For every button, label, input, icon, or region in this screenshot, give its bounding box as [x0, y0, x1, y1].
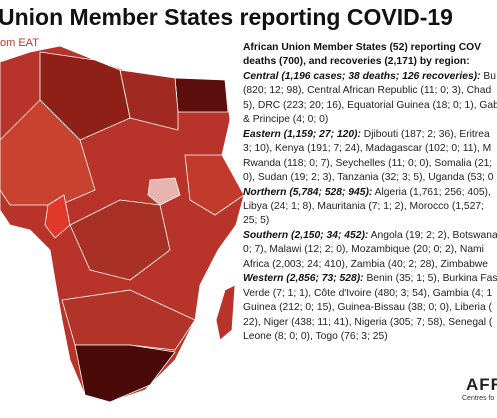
- region-text: Djibouti (187; 2; 36), Eritrea: [360, 128, 490, 140]
- region-line: Eastern (1,159; 27; 120): Djibouti (187;…: [243, 128, 497, 142]
- subtitle: om EAT: [0, 37, 39, 49]
- region-heading: Central (1,196 cases; 38 deaths; 126 rec…: [243, 70, 481, 82]
- region-line: Southern (2,150; 34; 452): Angola (19; 2…: [243, 229, 497, 243]
- region-text: Bu: [480, 70, 497, 82]
- region-text: African Union Member States (52) reporti…: [243, 41, 497, 345]
- region-text: Angola (19; 2; 2), Botswana: [368, 229, 497, 241]
- region-line: 22), Niger (438; 11; 41), Nigeria (305; …: [243, 316, 493, 328]
- intro-line: deaths (700), and recoveries (2,171) by …: [243, 56, 470, 68]
- region-heading: Northern (5,784; 528; 945):: [243, 186, 373, 198]
- africa-map: [0, 45, 245, 403]
- west-africa: [0, 99, 96, 206]
- region-line: Northern (5,784; 528; 945): Algeria (1,7…: [243, 186, 497, 200]
- intro-line: African Union Member States (52) reporti…: [243, 42, 482, 53]
- region-line: Leone (8; 0; 0), Togo (76; 3; 25): [243, 331, 388, 343]
- region-line: (820; 12; 98), Central African Republic …: [243, 85, 492, 97]
- cameroon: [44, 194, 71, 239]
- region-line: Western (2,856; 73; 528): Benin (35; 1; …: [243, 272, 497, 286]
- region-line: Central (1,196 cases; 38 deaths; 126 rec…: [243, 70, 497, 84]
- region-heading: Southern (2,150; 34; 452):: [243, 229, 369, 241]
- region-line: 0; 7), Malawi (12; 2; 0), Mozambique (20…: [243, 244, 484, 256]
- region-line: 3; 10), Kenya (191; 7; 24), Madagascar (…: [243, 143, 492, 155]
- region-line: Guinea (212; 0; 15), Guinea-Bissau (38; …: [243, 302, 492, 314]
- region-text: Algeria (1,761; 256; 405),: [372, 186, 491, 198]
- region-text: Benin (35; 1; 5), Burkina Fas: [363, 273, 497, 285]
- region-line: 5), DRC (223; 20; 16), Equatorial Guinea…: [243, 99, 497, 111]
- region-heading: Eastern (1,159; 27; 120):: [243, 128, 361, 140]
- egypt: [174, 77, 229, 113]
- region-line: Rwanda (118; 0; 7), Seychelles (11; 0; 0…: [243, 157, 493, 169]
- south-africa: [74, 344, 176, 403]
- title: Union Member States reporting COVID-19: [0, 4, 453, 30]
- central: [69, 199, 171, 281]
- region-line: & Principe (4; 0; 0): [243, 114, 329, 126]
- region-line: Verde (7; 1; 1), Côte d'Ivoire (480; 3; …: [243, 287, 493, 299]
- region-line: 0), Sudan (19; 2; 3), Tanzania (32; 3; 5…: [243, 172, 494, 184]
- logo-tagline: Centres fo: [462, 395, 495, 402]
- south-sudan: [147, 177, 181, 206]
- madagascar: [215, 284, 236, 341]
- region-line: 25; 5): [243, 215, 270, 227]
- logo: AFR: [466, 375, 497, 394]
- region-heading: Western (2,856; 73; 528):: [243, 273, 364, 285]
- region-line: Africa (2,003; 24; 410), Zambia (40; 2; …: [243, 258, 488, 270]
- region-line: Libya (24; 1; 8), Mauritania (7; 1; 2), …: [243, 200, 484, 212]
- horn: [184, 154, 245, 216]
